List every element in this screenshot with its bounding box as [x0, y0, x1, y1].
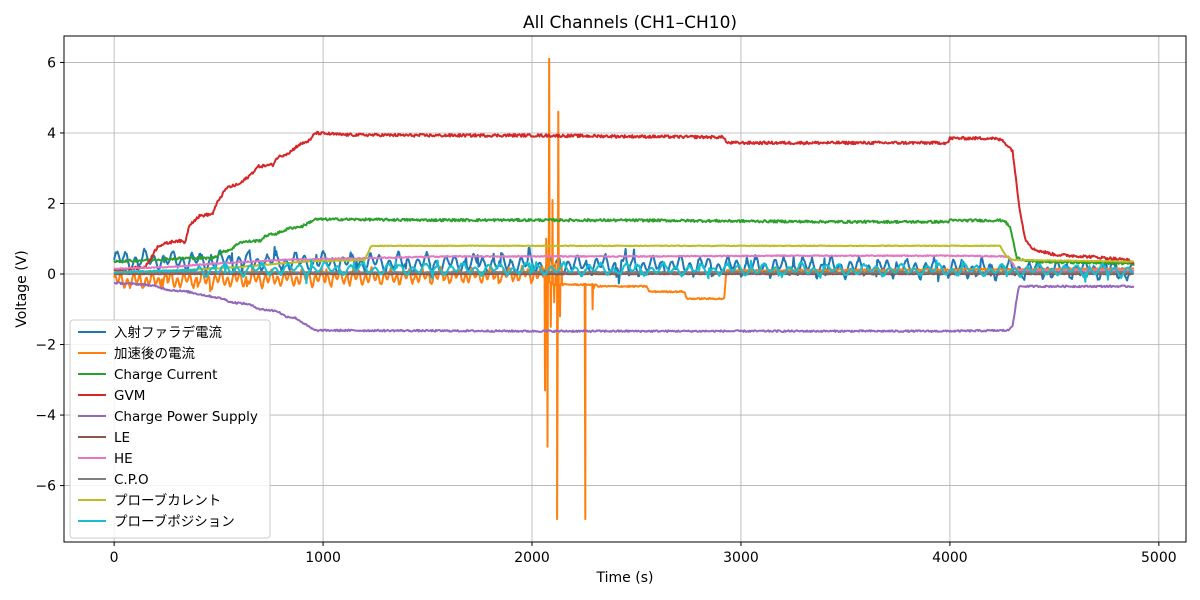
legend-entry-label: Charge Power Supply [114, 409, 258, 425]
series-lines [113, 57, 1135, 521]
plot-area-frame [63, 35, 1187, 543]
legend-entry-label: プローブポジション [114, 513, 235, 530]
legend-box [69, 319, 271, 539]
x-tick-label: 2000 [514, 550, 550, 566]
series-line-7 [113, 254, 1135, 272]
legend-entry-label: 加速後の電流 [114, 346, 195, 362]
x-tick-label: 3000 [723, 550, 759, 566]
series-line-3 [113, 217, 1135, 266]
y-tick-label: −4 [35, 408, 56, 424]
series-line-4 [113, 130, 1134, 273]
y-tick-label: 2 [47, 196, 56, 212]
legend-entry-label: GVM [114, 388, 145, 404]
series-line-9 [113, 244, 1134, 274]
x-axis-label: Time (s) [596, 570, 654, 586]
y-tick-label: −6 [35, 479, 56, 495]
x-tick-label: 5000 [1141, 550, 1177, 566]
x-tick-label: 1000 [305, 550, 341, 566]
series-line-10 [113, 259, 1135, 285]
x-axis-ticks: 0 1000 2000 3000 4000 5000 [110, 542, 1177, 566]
series-line-8 [113, 270, 1135, 274]
legend-entry-label: HE [114, 451, 133, 467]
legend-entry-label: プローブカレント [114, 492, 221, 509]
legend-entry-label: C.P.O [114, 472, 149, 488]
legend-entry-label: LE [114, 430, 130, 446]
y-axis-label: Voltage (V) [14, 250, 30, 327]
y-tick-label: 4 [47, 126, 56, 142]
chart-title: All Channels (CH1–CH10) [523, 13, 737, 33]
series-line-6 [113, 272, 1134, 276]
y-axis-ticks: −6 −4 −2 0 2 4 6 [35, 55, 64, 495]
series-line-5 [113, 281, 1135, 333]
legend-entry-label: Charge Current [114, 367, 217, 383]
y-tick-label: −2 [35, 338, 56, 354]
y-tick-label: 6 [47, 55, 56, 71]
x-tick-label: 4000 [932, 550, 968, 566]
legend-entry-label: 入射ファラデ電流 [114, 324, 222, 341]
y-tick-label: 0 [47, 267, 56, 283]
x-tick-label: 0 [110, 550, 119, 566]
